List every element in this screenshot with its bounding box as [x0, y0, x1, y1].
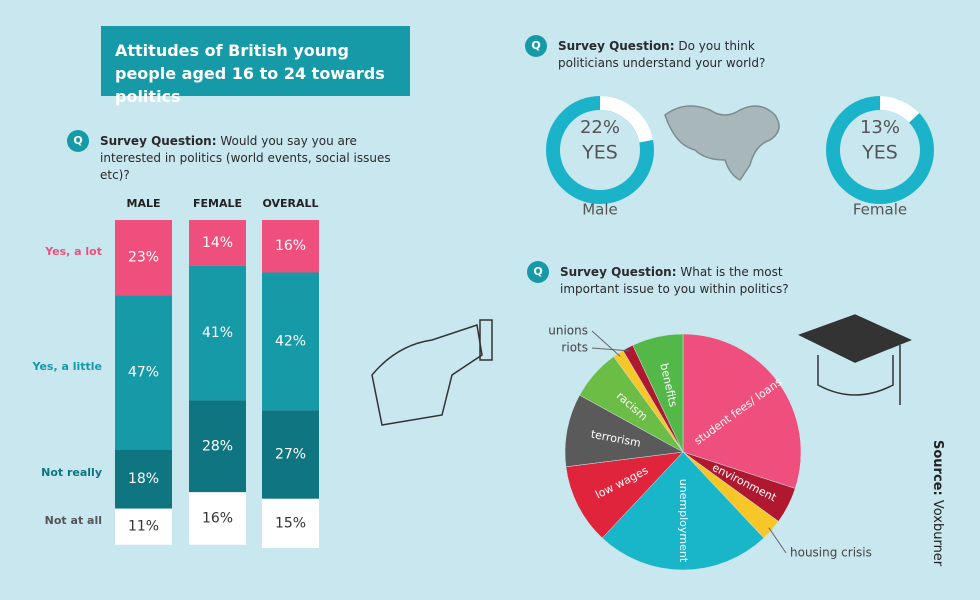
question-text: Do you think politicians understand your… — [558, 39, 766, 70]
question-label: Survey Question: — [100, 134, 217, 148]
legend-label: Not at all — [44, 513, 102, 527]
source-name: Voxburner — [930, 499, 945, 567]
donut-value — [879, 96, 920, 123]
donut-category: Female — [853, 201, 907, 219]
pie-label: riots — [561, 341, 588, 355]
donut-caption: YES — [861, 142, 898, 164]
pie-slice — [682, 333, 802, 489]
data-label: 16% — [275, 238, 306, 254]
data-label: 15% — [275, 515, 306, 531]
title: Attitudes of British young people aged 1… — [101, 26, 410, 106]
source-label: Source: — [930, 440, 945, 496]
question-text: What is the most important issue to you … — [560, 265, 789, 296]
question: Survey Question: What is the most import… — [560, 264, 800, 298]
bar-segment — [262, 272, 319, 411]
bar-segment — [262, 410, 319, 499]
bar-segment — [115, 220, 172, 296]
pie-slice — [565, 451, 684, 539]
source: Source: Voxburner — [930, 440, 945, 566]
bar-segment — [115, 508, 172, 545]
donut-category: Male — [582, 201, 618, 219]
x-tick-label: FEMALE — [193, 197, 242, 210]
question-text: Would you say you are interested in poli… — [100, 134, 391, 182]
data-label: 28% — [202, 438, 233, 454]
data-label: 27% — [275, 447, 306, 463]
bar-segment — [262, 220, 319, 273]
data-label: 23% — [128, 250, 159, 266]
bar-segment — [189, 400, 246, 493]
legend-label: Not really — [41, 466, 102, 480]
data-label: 11% — [128, 519, 159, 535]
data-label: 42% — [275, 333, 306, 349]
data-label: 18% — [128, 471, 159, 487]
data-label: 14% — [202, 235, 233, 251]
donut-caption: YES — [581, 142, 618, 164]
bar-segment — [189, 220, 246, 266]
pie-slice — [632, 333, 684, 453]
data-label: 41% — [202, 325, 233, 341]
legend-label: Yes, a lot — [45, 244, 102, 258]
bar-segment — [189, 492, 246, 545]
question: Survey Question: Do you think politician… — [558, 38, 798, 72]
leader-line — [591, 330, 621, 357]
donut-value — [599, 96, 654, 143]
q-icon — [525, 35, 547, 57]
bar-segment — [115, 295, 172, 450]
donut-value-label: 13% — [860, 117, 900, 138]
decoration — [371, 105, 912, 426]
bar-segment — [262, 498, 319, 548]
pie-slice — [601, 451, 765, 571]
question-label: Survey Question: — [560, 265, 677, 279]
bar-segment — [189, 265, 246, 401]
data-label: 16% — [202, 510, 233, 526]
leader-line — [591, 347, 630, 352]
q-icon-letter: Q — [73, 134, 82, 147]
x-tick-label: OVERALL — [262, 197, 318, 210]
donut-value-label: 22% — [580, 117, 620, 138]
pie-slice — [564, 394, 684, 468]
leader-line — [768, 527, 787, 554]
legend-label: Yes, a little — [32, 359, 102, 373]
q-icon-letter: Q — [533, 265, 542, 278]
q-icon-letter: Q — [531, 39, 540, 52]
data-label: 47% — [128, 365, 159, 381]
q-icon — [67, 130, 89, 152]
question-label: Survey Question: — [558, 39, 675, 53]
x-tick-label: MALE — [127, 197, 161, 210]
q-icon — [527, 261, 549, 283]
question: Survey Question: Would you say you are i… — [100, 133, 420, 184]
bar-segment — [115, 449, 172, 509]
pie-label: unions — [548, 324, 588, 338]
pie-label: unemployment — [677, 479, 690, 563]
pie-label: housing crisis — [790, 546, 872, 560]
